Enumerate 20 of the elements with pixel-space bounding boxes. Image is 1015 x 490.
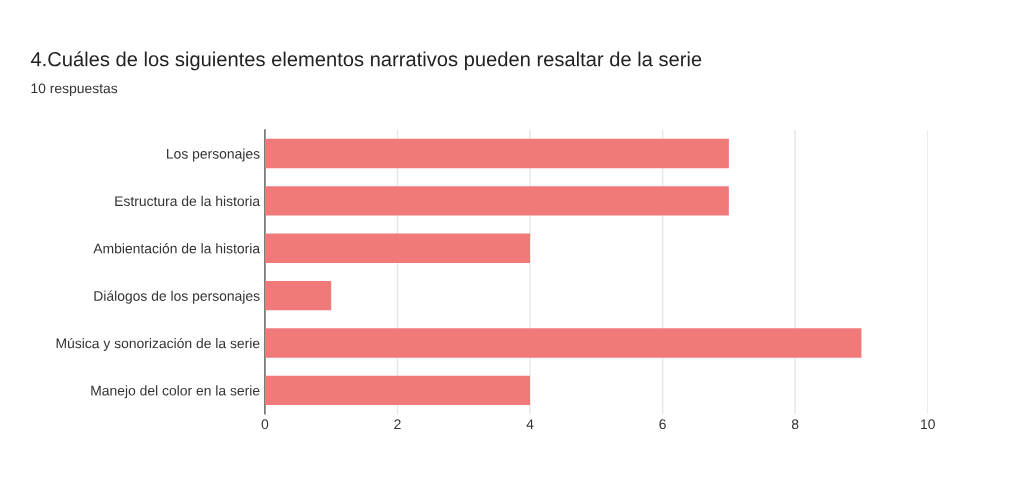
bar bbox=[264, 233, 531, 263]
bar bbox=[264, 138, 729, 169]
bar bbox=[264, 375, 531, 406]
y-tick-label: Diálogos de los personajes bbox=[94, 290, 260, 304]
x-tick-label: 0 bbox=[261, 419, 269, 430]
y-tick-label: Música y sonorización de la serie bbox=[56, 337, 260, 351]
bar bbox=[264, 328, 862, 358]
bar bbox=[264, 186, 729, 216]
x-tick-label: 8 bbox=[791, 419, 799, 430]
y-tick-label: Los personajes bbox=[167, 148, 260, 162]
chart-title: 4.Cuáles de los siguientes elementos narrativos pueden resaltar de la serie bbox=[30, 51, 702, 71]
x-tick-label: 2 bbox=[394, 419, 401, 429]
x-tick-label: 4 bbox=[526, 419, 534, 429]
y-tick-label: Estructura de la historia bbox=[115, 195, 261, 207]
x-tick-label: 10 bbox=[921, 419, 935, 430]
x-tick-label: 6 bbox=[659, 419, 666, 430]
bar bbox=[264, 280, 332, 311]
text: 10 respuestas bbox=[31, 83, 118, 96]
y-tick-label: Ambientación de la historia bbox=[93, 243, 261, 254]
y-tick-label: Manejo del color en la serie bbox=[91, 385, 260, 399]
